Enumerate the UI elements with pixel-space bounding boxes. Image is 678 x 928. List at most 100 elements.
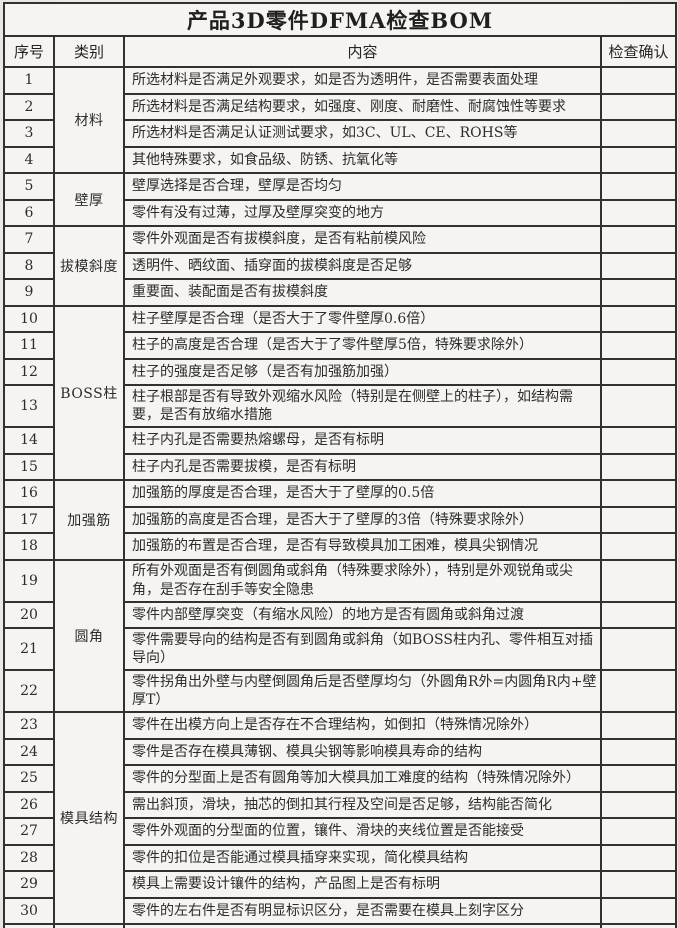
table-row: 30 零件的左右件是否有明显标识区分，是否需要在模具上刻字区分 [3,896,678,925]
content-cell: 所有外观面是否有倒圆角或斜角（特殊要求除外），特别是外观锐角或尖角，是否存在刮手… [123,558,602,603]
check-confirm-cell [599,505,678,534]
title-row: 产品3D零件DFMA检查BOM [2,2,678,37]
content-cell: 所选材料是否满足外观要求，如是否为透明件，是否需要表面处理 [123,66,602,95]
row-number-cell: 2 [3,92,55,121]
content-cell: 柱子的高度是否合理（是否大于了零件壁厚5倍，特殊要求除外） [123,331,602,360]
row-number-cell: 9 [3,278,55,307]
check-confirm-cell [599,737,678,766]
row-number-cell: 30 [3,896,55,925]
row-number-cell: 23 [3,711,55,740]
content-cell: 零件拐角出外壁与内壁倒圆角后是否壁厚均匀（外圆角R外=内圆角R内+壁厚T） [123,669,602,713]
check-confirm-cell [599,558,678,603]
table-row: 10 BOSS柱 柱子壁厚是否合理（是否大于了零件壁厚0.6倍） [3,304,678,481]
check-confirm-cell [599,627,678,671]
content-cell: 零件有没有过薄，过厚及壁厚突变的地方 [123,198,602,227]
content-cell: 零件外观面的分型面的位置，镶件、滑块的夹线位置是否能接受 [123,817,602,846]
column-header-no: 序号 [3,35,55,68]
content-cell: 所选材料是否满足结构要求，如强度、刚度、耐磨性、耐腐蚀性等要求 [123,92,602,121]
column-header-category: 类别 [53,35,125,68]
category-cell-6: 模具结构 [53,711,125,925]
content-cell: 加强筋的布置是否合理，是否有导致模具加工困难，模具尖钢情况 [123,532,602,561]
content-cell: 柱子根部是否有导致外观缩水风险（特别是在侧壁上的柱子），如结构需要，是否有放缩水… [123,384,602,428]
category-cell-0: 材料 [53,66,125,174]
table-row: 1 材料 所选材料是否满足外观要求，如是否为透明件，是否需要表面处理 [3,66,678,174]
check-confirm-cell [599,426,678,455]
content-cell: 零件的左右件是否有明显标识区分，是否需要在模具上刻字区分 [123,896,602,925]
table-row: 23 模具结构 零件在出模方向上是否存在不合理结构，如倒扣（特殊情况除外） [3,711,678,925]
content-cell: 零件的分型面上是否有圆角等加大模具加工难度的结构（特殊情况除外） [123,764,602,793]
row-number-cell: 13 [3,384,55,428]
row-number-cell: 26 [3,790,55,819]
table-row: 21 零件需要导向的结构是否有到圆角或斜角（如BOSS柱内孔、零件相互对插导向） [3,627,678,671]
content-cell: 零件内部壁厚突变（有缩水风险）的地方是否有圆角或斜角过渡 [123,600,602,629]
row-number-cell: 22 [3,669,55,713]
column-header-row: 序号 类别 内容 检查确认 [3,35,678,68]
category-cell-5: 圆角 [53,558,125,713]
table-row: 9 重要面、装配面是否有拔模斜度 [3,278,678,307]
row-number-cell: 3 [3,119,55,148]
check-confirm-cell [599,711,678,740]
content-cell: 柱子的强度是否足够（是否有加强筋加强） [123,357,602,386]
row-number-cell [3,923,55,928]
content-cell: 模具上需要设计镶件的结构，产品图上是否有标明 [123,870,602,899]
category-cell-4: 加强筋 [53,479,125,561]
table-row: 5 壁厚 壁厚选择是否合理，壁厚是否均匀 [3,172,678,227]
row-number-cell: 28 [3,843,55,872]
check-confirm-cell [599,452,678,481]
content-cell: 壁厚选择是否合理，壁厚是否均匀 [123,172,602,201]
row-number-cell: 7 [3,225,55,254]
category-cell-1: 壁厚 [53,172,125,227]
check-confirm-cell [599,870,678,899]
row-number-cell: 15 [3,452,55,481]
check-confirm-cell [599,764,678,793]
category-cell-partial [53,923,125,928]
table-row: 15 柱子内孔是否需要拔模，是否有标明 [3,452,678,481]
row-number-cell: 12 [3,357,55,386]
content-cell: 柱子壁厚是否合理（是否大于了零件壁厚0.6倍） [123,304,602,333]
row-number-cell: 16 [3,479,55,508]
row-number-cell: 17 [3,505,55,534]
row-number-cell: 19 [3,558,55,603]
row-number-cell: 27 [3,817,55,846]
content-cell: 零件是否存在模具薄钢、模具尖钢等影响模具寿命的结构 [123,737,602,766]
row-number-cell: 1 [3,66,55,95]
document-title: 产品3D零件DFMA检查BOM [2,2,678,37]
table-row: 20 零件内部壁厚突变（有缩水风险）的地方是否有圆角或斜角过渡 [3,600,678,629]
check-confirm-cell [599,600,678,629]
row-number-cell: 4 [3,145,55,174]
row-number-cell: 25 [3,764,55,793]
table-row: 11 柱子的高度是否合理（是否大于了零件壁厚5倍，特殊要求除外） [3,331,678,360]
check-confirm-cell [599,251,678,280]
check-confirm-cell [599,92,678,121]
check-confirm-cell [599,357,678,386]
content-cell: 柱子内孔是否需要热熔螺母，是否有标明 [123,426,602,455]
content-cell: 零件的扣位是否能通过模具插穿来实现，简化模具结构 [123,843,602,872]
category-cell-2: 拔模斜度 [53,225,125,307]
content-cell: 加强筋的厚度是否合理，是否大于了壁厚的0.5倍 [123,479,602,508]
content-cell: 透明件、晒纹面、插穿面的拔模斜度是否足够 [123,251,602,280]
table-row: 7 拔模斜度 零件外观面是否有拔模斜度，是否有粘前模风险 [3,225,678,307]
check-confirm-cell [599,843,678,872]
table-row: 19 圆角 所有外观面是否有倒圆角或斜角（特殊要求除外），特别是外观锐角或尖角，是否… [3,558,678,713]
column-header-content: 内容 [123,35,602,68]
check-confirm-cell [599,817,678,846]
check-confirm-cell [599,278,678,307]
category-cell-3: BOSS柱 [53,304,125,481]
row-number-cell: 20 [3,600,55,629]
table-row: 4 其他特殊要求，如食品级、防锈、抗氧化等 [3,145,678,174]
row-number-cell: 18 [3,532,55,561]
table-row: 16 加强筋 加强筋的厚度是否合理，是否大于了壁厚的0.5倍 [3,479,678,561]
row-number-cell: 5 [3,172,55,201]
check-confirm-cell [599,790,678,819]
check-confirm-cell [599,479,678,508]
content-cell: 加强筋的高度是否合理，是否大于了壁厚的3倍（特殊要求除外） [123,505,602,534]
row-number-cell: 10 [3,304,55,333]
content-cell [123,923,602,928]
check-confirm-cell [599,896,678,925]
content-cell: 零件在出模方向上是否存在不合理结构，如倒扣（特殊情况除外） [123,711,602,740]
check-confirm-cell [599,532,678,561]
check-confirm-cell [599,145,678,174]
row-number-cell: 14 [3,426,55,455]
